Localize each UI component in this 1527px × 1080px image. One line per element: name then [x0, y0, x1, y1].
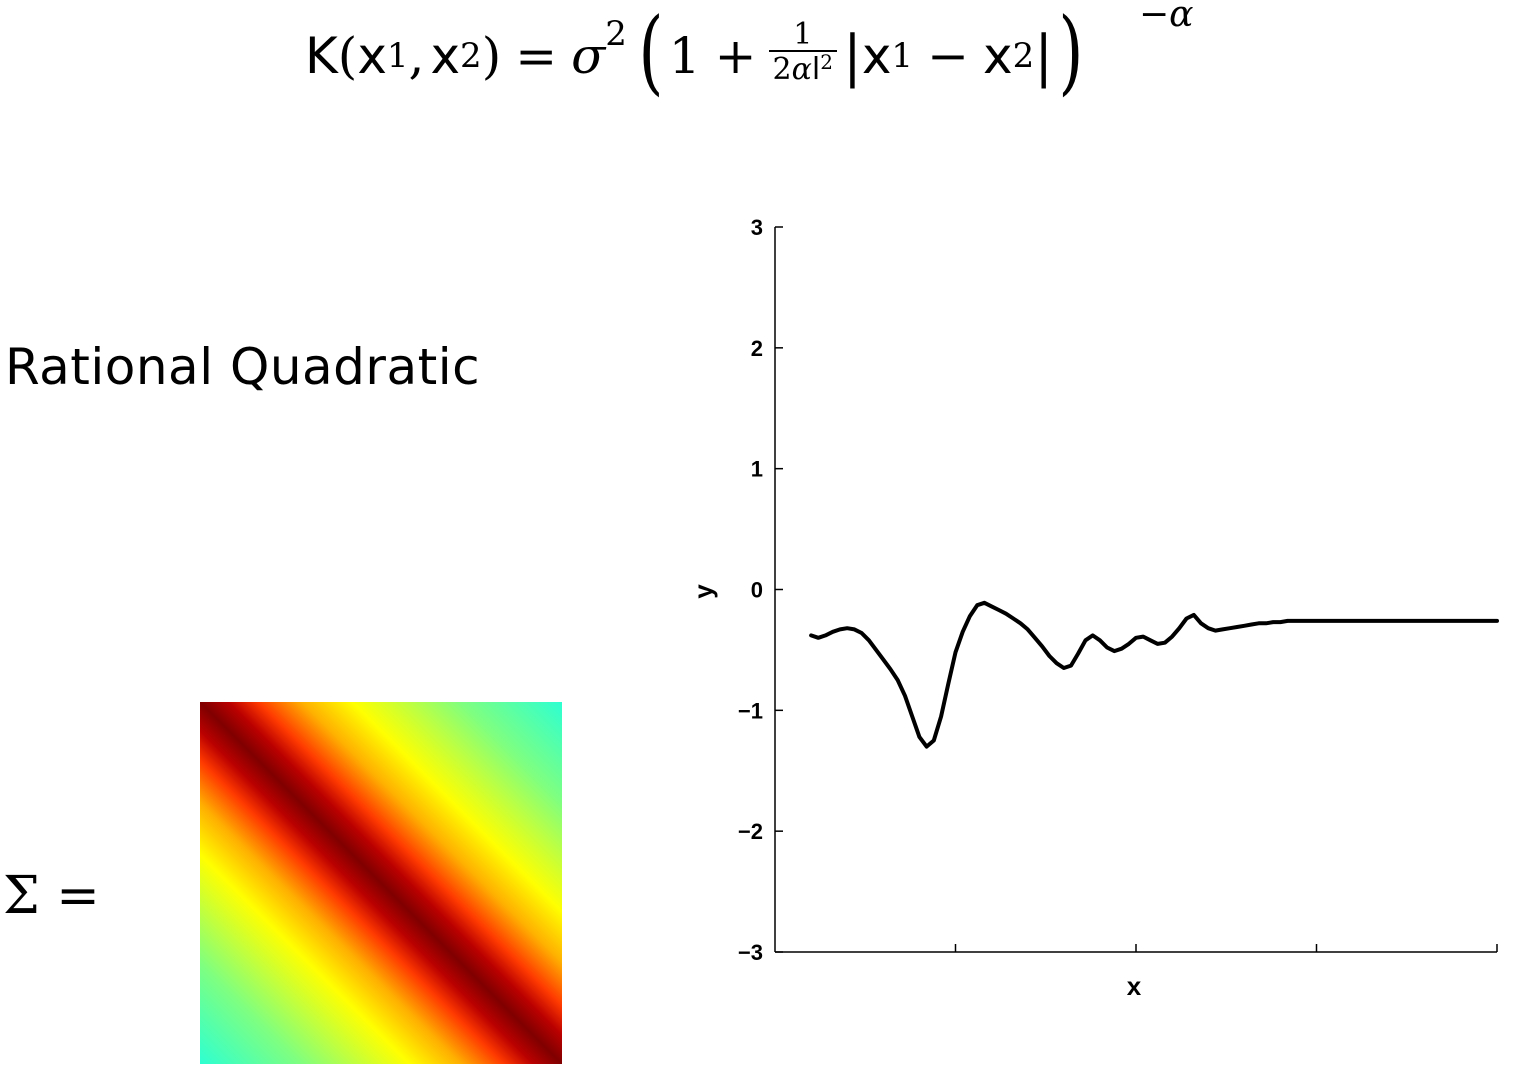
y-tick-label: 0 [751, 578, 763, 603]
y-tick-label: 3 [751, 215, 763, 240]
formula-plus: + [714, 27, 757, 85]
y-tick-label: 1 [751, 457, 763, 482]
formula-sub-2: 2 [460, 36, 482, 76]
formula-minus: − [927, 27, 969, 85]
fraction-numerator: 1 [793, 16, 813, 52]
formula-sigma-exp: 2 [605, 14, 627, 54]
formula-var-1: x [357, 27, 387, 85]
formula-abs-close: | [1034, 23, 1054, 89]
formula-sub-1: 1 [386, 36, 409, 76]
y-tick-label: −3 [738, 940, 763, 965]
formula-open-paren: ( [638, 0, 664, 105]
y-axis-label: y [688, 584, 718, 599]
formula-abs-var-1: x [861, 27, 892, 85]
chart-series [809, 600, 1499, 749]
kernel-name: Rational Quadratic [5, 338, 481, 396]
covariance-matrix-heatmap [200, 702, 562, 1064]
formula-var-2: x [430, 27, 461, 85]
y-tick-label: −2 [738, 819, 763, 844]
series-line [809, 600, 1499, 749]
y-tick-label: 2 [751, 336, 763, 361]
formula-fraction: 1 2αl2 [768, 16, 837, 86]
formula-close-paren: ) [1058, 0, 1084, 105]
formula-abs-open: | [842, 23, 862, 89]
formula-one: 1 [668, 27, 701, 85]
formula-exponent: −α [1139, 0, 1194, 35]
y-tick-label: −1 [738, 698, 763, 723]
fraction-denominator: 2αl2 [768, 50, 837, 86]
chart-axes: −3 −2 −1 0 1 2 3 [738, 215, 1498, 965]
formula-comma: , [408, 27, 425, 85]
formula-abs-var-2: x [982, 27, 1013, 85]
covariance-label: Σ = [3, 866, 100, 926]
formula-fn: K [305, 27, 338, 85]
formula-sigma: σ [571, 27, 606, 85]
x-axis-label: x [1127, 971, 1142, 1001]
formula-equals: = [515, 27, 558, 85]
